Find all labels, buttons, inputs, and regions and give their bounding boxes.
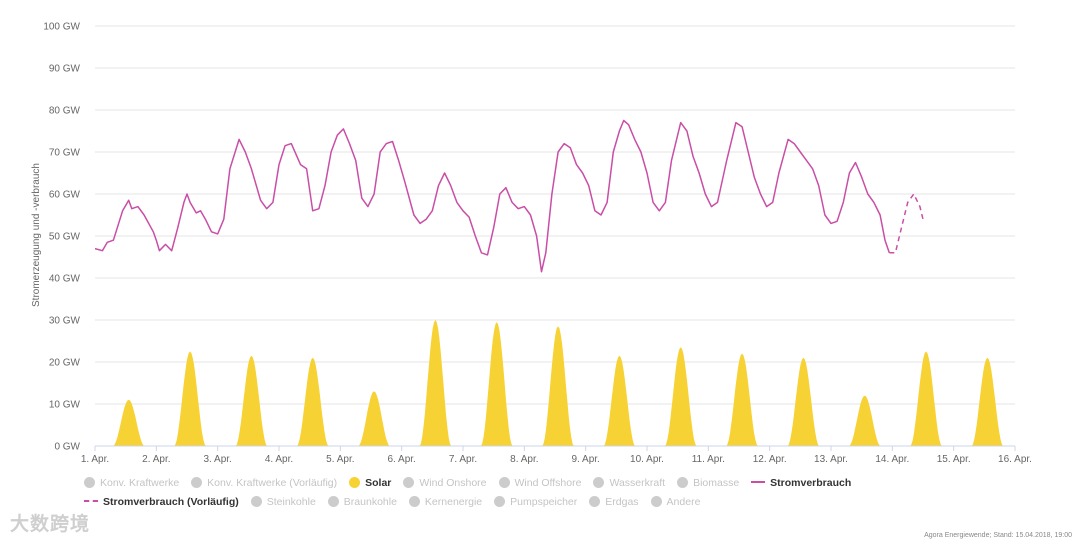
- stromverbrauch-line[interactable]: [94, 119, 891, 273]
- legend-marker-icon: [751, 481, 766, 483]
- legend-label: Konv. Kraftwerke: [100, 477, 180, 489]
- legend-label: Braunkohle: [343, 496, 397, 508]
- watermark-logo: 大数跨境: [10, 514, 91, 535]
- x-tick-label: 14. Apr.: [875, 454, 909, 465]
- legend-marker-icon: [593, 477, 605, 488]
- legend-marker-icon: [84, 500, 98, 502]
- y-tick-label: 90 GW: [49, 64, 81, 75]
- x-tick-label: 1. Apr.: [81, 454, 109, 465]
- legend-label: Stromverbrauch: [770, 477, 852, 489]
- y-tick-label: 80 GW: [49, 106, 81, 117]
- solar-series[interactable]: [112, 320, 1004, 447]
- legend-marker-icon: [327, 496, 339, 507]
- legend-marker-icon: [250, 496, 262, 507]
- legend-item[interactable]: Biomasse: [677, 474, 739, 493]
- x-tick-label: 4. Apr.: [265, 454, 293, 465]
- legend-label: Biomasse: [693, 477, 740, 489]
- legend-label: Wind Offshore: [514, 477, 582, 489]
- x-tick-label: 11. Apr.: [692, 454, 725, 465]
- legend-item[interactable]: Konv. Kraftwerke (Vorläufig): [191, 474, 337, 493]
- legend-marker-icon: [408, 496, 420, 507]
- legend-label: Solar: [365, 477, 392, 489]
- y-tick-label: 20 GW: [49, 358, 81, 369]
- legend-label: Erdgas: [605, 496, 639, 508]
- legend-item[interactable]: Kernenergie: [408, 493, 483, 512]
- y-tick-label: 70 GW: [49, 148, 81, 159]
- legend-marker-icon: [349, 477, 361, 488]
- x-tick-label: 3. Apr.: [203, 454, 231, 465]
- solar-day-area[interactable]: [603, 355, 636, 446]
- legend-item[interactable]: Steinkohle: [250, 493, 316, 512]
- legend-marker-icon: [191, 477, 203, 488]
- legend-marker-icon: [650, 496, 662, 507]
- legend-item[interactable]: Braunkohle: [327, 493, 397, 512]
- stromverbrauch-series[interactable]: [94, 119, 924, 273]
- legend-marker-icon: [589, 496, 601, 507]
- legend-item[interactable]: Solar: [349, 474, 391, 493]
- legend-label: Kernenergie: [424, 496, 483, 508]
- legend-item[interactable]: Wasserkraft: [593, 474, 665, 493]
- legend-marker-icon: [677, 477, 689, 488]
- y-tick-label: 40 GW: [49, 274, 81, 285]
- solar-day-area[interactable]: [235, 355, 268, 446]
- x-tick-label: 7. Apr.: [449, 454, 477, 465]
- solar-day-area[interactable]: [787, 357, 820, 446]
- y-axis-ticks: 0 GW 10 GW 20 GW 30 GW 40 GW 50 GW 60 GW 70 GW 8…: [43, 22, 80, 453]
- y-tick-label: 30 GW: [49, 316, 81, 327]
- legend-item[interactable]: Erdgas: [589, 493, 639, 512]
- y-tick-label: 0 GW: [54, 442, 80, 453]
- legend-label: Konv. Kraftwerke (Vorläufig): [207, 477, 338, 489]
- legend-item[interactable]: Wind Onshore: [403, 474, 487, 493]
- legend-label: Stromverbrauch (Vorläufig): [103, 496, 239, 508]
- x-tick-label: 12. Apr.: [753, 454, 787, 465]
- solar-day-area[interactable]: [174, 351, 206, 447]
- legend-label: Andere: [666, 496, 701, 508]
- legend-marker-icon: [84, 477, 95, 488]
- x-tick-label: 16. Apr.: [998, 454, 1032, 465]
- legend-marker-icon: [494, 496, 506, 507]
- x-tick-label: 8. Apr.: [510, 454, 538, 465]
- solar-day-area[interactable]: [542, 326, 574, 446]
- legend-marker-icon: [403, 477, 415, 488]
- legend-item[interactable]: Stromverbrauch: [751, 474, 851, 493]
- solar-day-area[interactable]: [419, 320, 452, 446]
- credits: Agora Energiewende; Stand: 15.04.2018, 1…: [924, 532, 1072, 539]
- legend-item[interactable]: Konv. Kraftwerke: [84, 474, 179, 493]
- legend-label: Wasserkraft: [609, 477, 666, 489]
- y-tick-label: 100 GW: [43, 22, 80, 33]
- solar-day-area[interactable]: [664, 347, 697, 446]
- legend-item[interactable]: Stromverbrauch (Vorläufig): [84, 493, 239, 512]
- x-axis-ticks: 1. Apr. 2. Apr. 3. Apr. 4. Apr. 5. Apr. 6. Ap…: [81, 446, 1032, 465]
- y-tick-label: 50 GW: [49, 232, 81, 243]
- x-tick-label: 15. Apr.: [937, 454, 971, 465]
- x-tick-label: 13. Apr.: [814, 454, 848, 465]
- solar-day-area[interactable]: [480, 322, 513, 446]
- y-tick-label: 10 GW: [49, 400, 81, 411]
- x-tick-label: 9. Apr.: [571, 454, 599, 465]
- x-tick-label: 6. Apr.: [387, 454, 415, 465]
- legend-label: Pumpspeicher: [510, 496, 578, 508]
- solar-day-area[interactable]: [971, 357, 1004, 446]
- legend-label: Steinkohle: [266, 496, 316, 508]
- legend-item[interactable]: Pumpspeicher: [494, 493, 577, 512]
- solar-day-area[interactable]: [296, 357, 329, 446]
- solar-day-area[interactable]: [358, 391, 390, 446]
- legend-item[interactable]: Andere: [650, 493, 701, 512]
- y-axis-label: Stromerzeugung und -verbrauch: [31, 163, 42, 307]
- y-tick-label: 60 GW: [49, 190, 81, 201]
- stromverbrauch-vorlaeufig-line[interactable]: [889, 193, 924, 254]
- x-tick-label: 5. Apr.: [326, 454, 354, 465]
- solar-day-area[interactable]: [112, 399, 145, 446]
- solar-day-area[interactable]: [848, 395, 881, 446]
- chart: 0 GW 10 GW 20 GW 30 GW 40 GW 50 GW 60 GW 70 GW 8…: [31, 22, 1032, 466]
- x-tick-label: 10. Apr.: [630, 454, 664, 465]
- legend: Konv. Kraftwerke Konv. Kraftwerke (Vorläu…: [84, 474, 1024, 512]
- solar-day-area[interactable]: [726, 353, 758, 446]
- solar-day-area[interactable]: [910, 351, 942, 447]
- gridlines: [95, 25, 1015, 405]
- legend-marker-icon: [498, 477, 510, 488]
- x-tick-label: 2. Apr.: [142, 454, 170, 465]
- legend-item[interactable]: Wind Offshore: [498, 474, 582, 493]
- legend-label: Wind Onshore: [419, 477, 487, 489]
